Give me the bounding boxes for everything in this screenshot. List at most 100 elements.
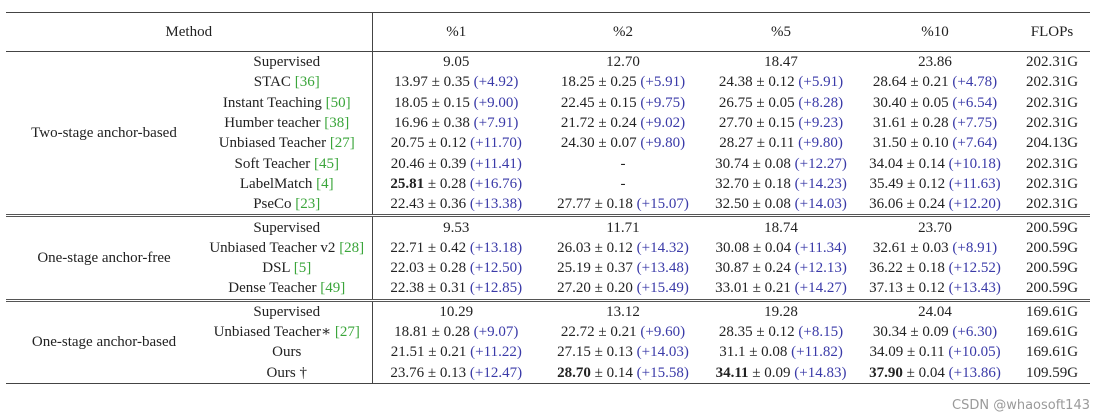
result-cell: 23.86 bbox=[856, 52, 1014, 73]
method-cell: Supervised bbox=[202, 51, 373, 73]
method-name: LabelMatch bbox=[239, 175, 313, 192]
method-cell: Dense Teacher [49] bbox=[202, 278, 373, 301]
mean-value: 16.96 bbox=[394, 115, 428, 132]
mean-value: 28.35 bbox=[718, 324, 753, 340]
flops-cell: 109.59G bbox=[1025, 364, 1079, 381]
std-value: ± 0.28 bbox=[431, 324, 470, 340]
method-cell: LabelMatch [4] bbox=[202, 173, 373, 195]
result-cell: 27.70 ± 0.15 (+9.23) bbox=[706, 113, 856, 133]
method-name: PseCo bbox=[253, 196, 292, 213]
std-value: ± 0.31 bbox=[427, 280, 467, 297]
mean-value: 24.38 bbox=[718, 74, 753, 91]
table-row: Humber teacher [38] 16.96 ± 0.38 (+7.91) 2… bbox=[6, 112, 1090, 134]
gain-value: (+12.52) bbox=[948, 260, 1001, 277]
result-cell: 22.43 ± 0.36 (+13.38) bbox=[372, 194, 540, 216]
header-cell: %5 bbox=[771, 24, 792, 40]
result-cell: - bbox=[540, 153, 706, 173]
mean-value: 33.01 bbox=[715, 280, 749, 297]
result-cell: - bbox=[540, 174, 706, 194]
result-cell: 20.75 ± 0.12 (+11.70) bbox=[372, 133, 540, 153]
gain-value: (+12.50) bbox=[469, 260, 523, 277]
flops-cell: 169.61G bbox=[1025, 324, 1079, 340]
result-cell: 11.71 bbox=[540, 216, 706, 238]
gain-value: (+8.91) bbox=[952, 239, 998, 256]
gain-value: (+9.02) bbox=[640, 115, 686, 132]
citation: [23] bbox=[295, 196, 321, 213]
std-value: ± 0.14 bbox=[594, 364, 633, 381]
method-cell: Instant Teaching [50] bbox=[202, 92, 373, 113]
gain-value: (+15.49) bbox=[636, 280, 689, 297]
result-cell: 34.09 ± 0.11 (+10.05) bbox=[856, 342, 1014, 362]
result-cell: 22.45 ± 0.15 (+9.75) bbox=[540, 93, 706, 113]
result-cell: 22.72 ± 0.21 (+9.60) bbox=[540, 322, 706, 342]
std-value: ± 0.21 bbox=[598, 324, 637, 340]
std-value: ± 0.11 bbox=[756, 135, 795, 152]
table-row: PseCo [23] 22.43 ± 0.36 (+13.38) 27.77 ± 0… bbox=[6, 194, 1091, 216]
header-row: Method %1 %2 %5 %10 FLOPs bbox=[6, 12, 1091, 52]
result-cell: 27.77 ± 0.18 (+15.07) bbox=[540, 194, 706, 216]
flops-cell: 202.31G bbox=[1025, 175, 1079, 192]
mean-value: 27.70 bbox=[718, 115, 753, 132]
mean-value: 23.86 bbox=[918, 54, 952, 71]
table-row: LabelMatch [4] 25.81 ± 0.28 (+16.76) -32.7… bbox=[6, 173, 1090, 195]
method-name: Instant Teaching bbox=[222, 94, 322, 111]
mean-value: 9.05 bbox=[443, 54, 470, 71]
result-cell: 27.15 ± 0.13 (+14.03) bbox=[540, 342, 706, 362]
std-value: ± 0.36 bbox=[427, 196, 467, 213]
gain-value: (+14.32) bbox=[636, 239, 689, 256]
result-cell: 18.74 bbox=[706, 216, 856, 238]
std-value: ± 0.10 bbox=[910, 135, 949, 152]
mean-value: 32.61 bbox=[872, 239, 907, 256]
mean-value: 36.06 bbox=[869, 196, 903, 213]
result-cell: 32.70 ± 0.18 (+14.23) bbox=[706, 174, 856, 194]
mean-value: 28.64 bbox=[872, 74, 907, 91]
result-cell: 26.03 ± 0.12 (+14.32) bbox=[540, 238, 706, 258]
method-cell: Ours bbox=[202, 342, 373, 363]
gain-value: (+5.91) bbox=[798, 74, 844, 91]
mean-value: 32.70 bbox=[715, 175, 749, 192]
mean-value: 27.15 bbox=[557, 344, 591, 361]
std-value: ± 0.08 bbox=[752, 196, 791, 213]
mean-value: 21.72 bbox=[560, 115, 595, 132]
citation: [50] bbox=[325, 94, 351, 111]
method-cell: Unbiased Teacher∗ [27] bbox=[202, 321, 373, 343]
result-cell: 36.22 ± 0.18 (+12.52) bbox=[856, 258, 1014, 278]
result-cell: 24.30 ± 0.07 (+9.80) bbox=[540, 133, 706, 153]
gain-value: (+9.80) bbox=[798, 135, 843, 152]
gain-value: (+12.13) bbox=[794, 260, 847, 277]
std-value: ± 0.24 bbox=[906, 196, 945, 213]
mean-value: 22.03 bbox=[390, 260, 425, 277]
gain-value: (+9.07) bbox=[473, 324, 519, 340]
result-cell: 21.51 ± 0.21 (+11.22) bbox=[372, 342, 540, 362]
method-name: Ours † bbox=[266, 364, 307, 381]
mean-value: 25.81 bbox=[390, 175, 425, 192]
std-value: ± 0.12 bbox=[756, 324, 795, 340]
mean-value: 24.30 bbox=[560, 135, 595, 152]
mean-value: 37.13 bbox=[869, 280, 903, 297]
std-value: ± 0.12 bbox=[756, 74, 795, 91]
table-row: One-stage anchor-based Supervised 10.29 13.… bbox=[6, 300, 1090, 350]
gain-value: (+12.47) bbox=[469, 364, 523, 381]
method-name: Supervised bbox=[253, 54, 321, 71]
gain-value: (+11.22) bbox=[470, 344, 522, 361]
result-cell: 12.70 bbox=[540, 52, 706, 73]
result-cell: 23.76 ± 0.13 (+12.47) bbox=[372, 362, 540, 383]
result-cell: 28.64 ± 0.21 (+4.78) bbox=[856, 72, 1014, 92]
result-cell: 31.1 ± 0.08 (+11.82) bbox=[706, 342, 856, 362]
mean-value: 31.61 bbox=[872, 115, 907, 132]
mean-value: 24.04 bbox=[918, 303, 952, 320]
result-cell: 33.01 ± 0.21 (+14.27) bbox=[706, 278, 856, 300]
gain-value: (+14.23) bbox=[794, 175, 847, 192]
citation: [27] bbox=[329, 135, 355, 152]
mean-value: 22.38 bbox=[390, 280, 425, 297]
flops-cell: 169.61G bbox=[1025, 303, 1079, 320]
flops-cell: 202.31G bbox=[1025, 115, 1079, 132]
method-name: Unbiased Teacher bbox=[218, 135, 327, 152]
method-name: Dense Teacher bbox=[228, 280, 317, 297]
std-value: ± 0.13 bbox=[594, 344, 633, 361]
std-value: ± 0.35 bbox=[431, 74, 470, 91]
flops-cell: 202.31G bbox=[1025, 54, 1079, 71]
std-value: ± 0.04 bbox=[906, 364, 945, 381]
citation: [45] bbox=[314, 155, 339, 172]
result-cell: 26.75 ± 0.05 (+8.28) bbox=[706, 93, 856, 113]
